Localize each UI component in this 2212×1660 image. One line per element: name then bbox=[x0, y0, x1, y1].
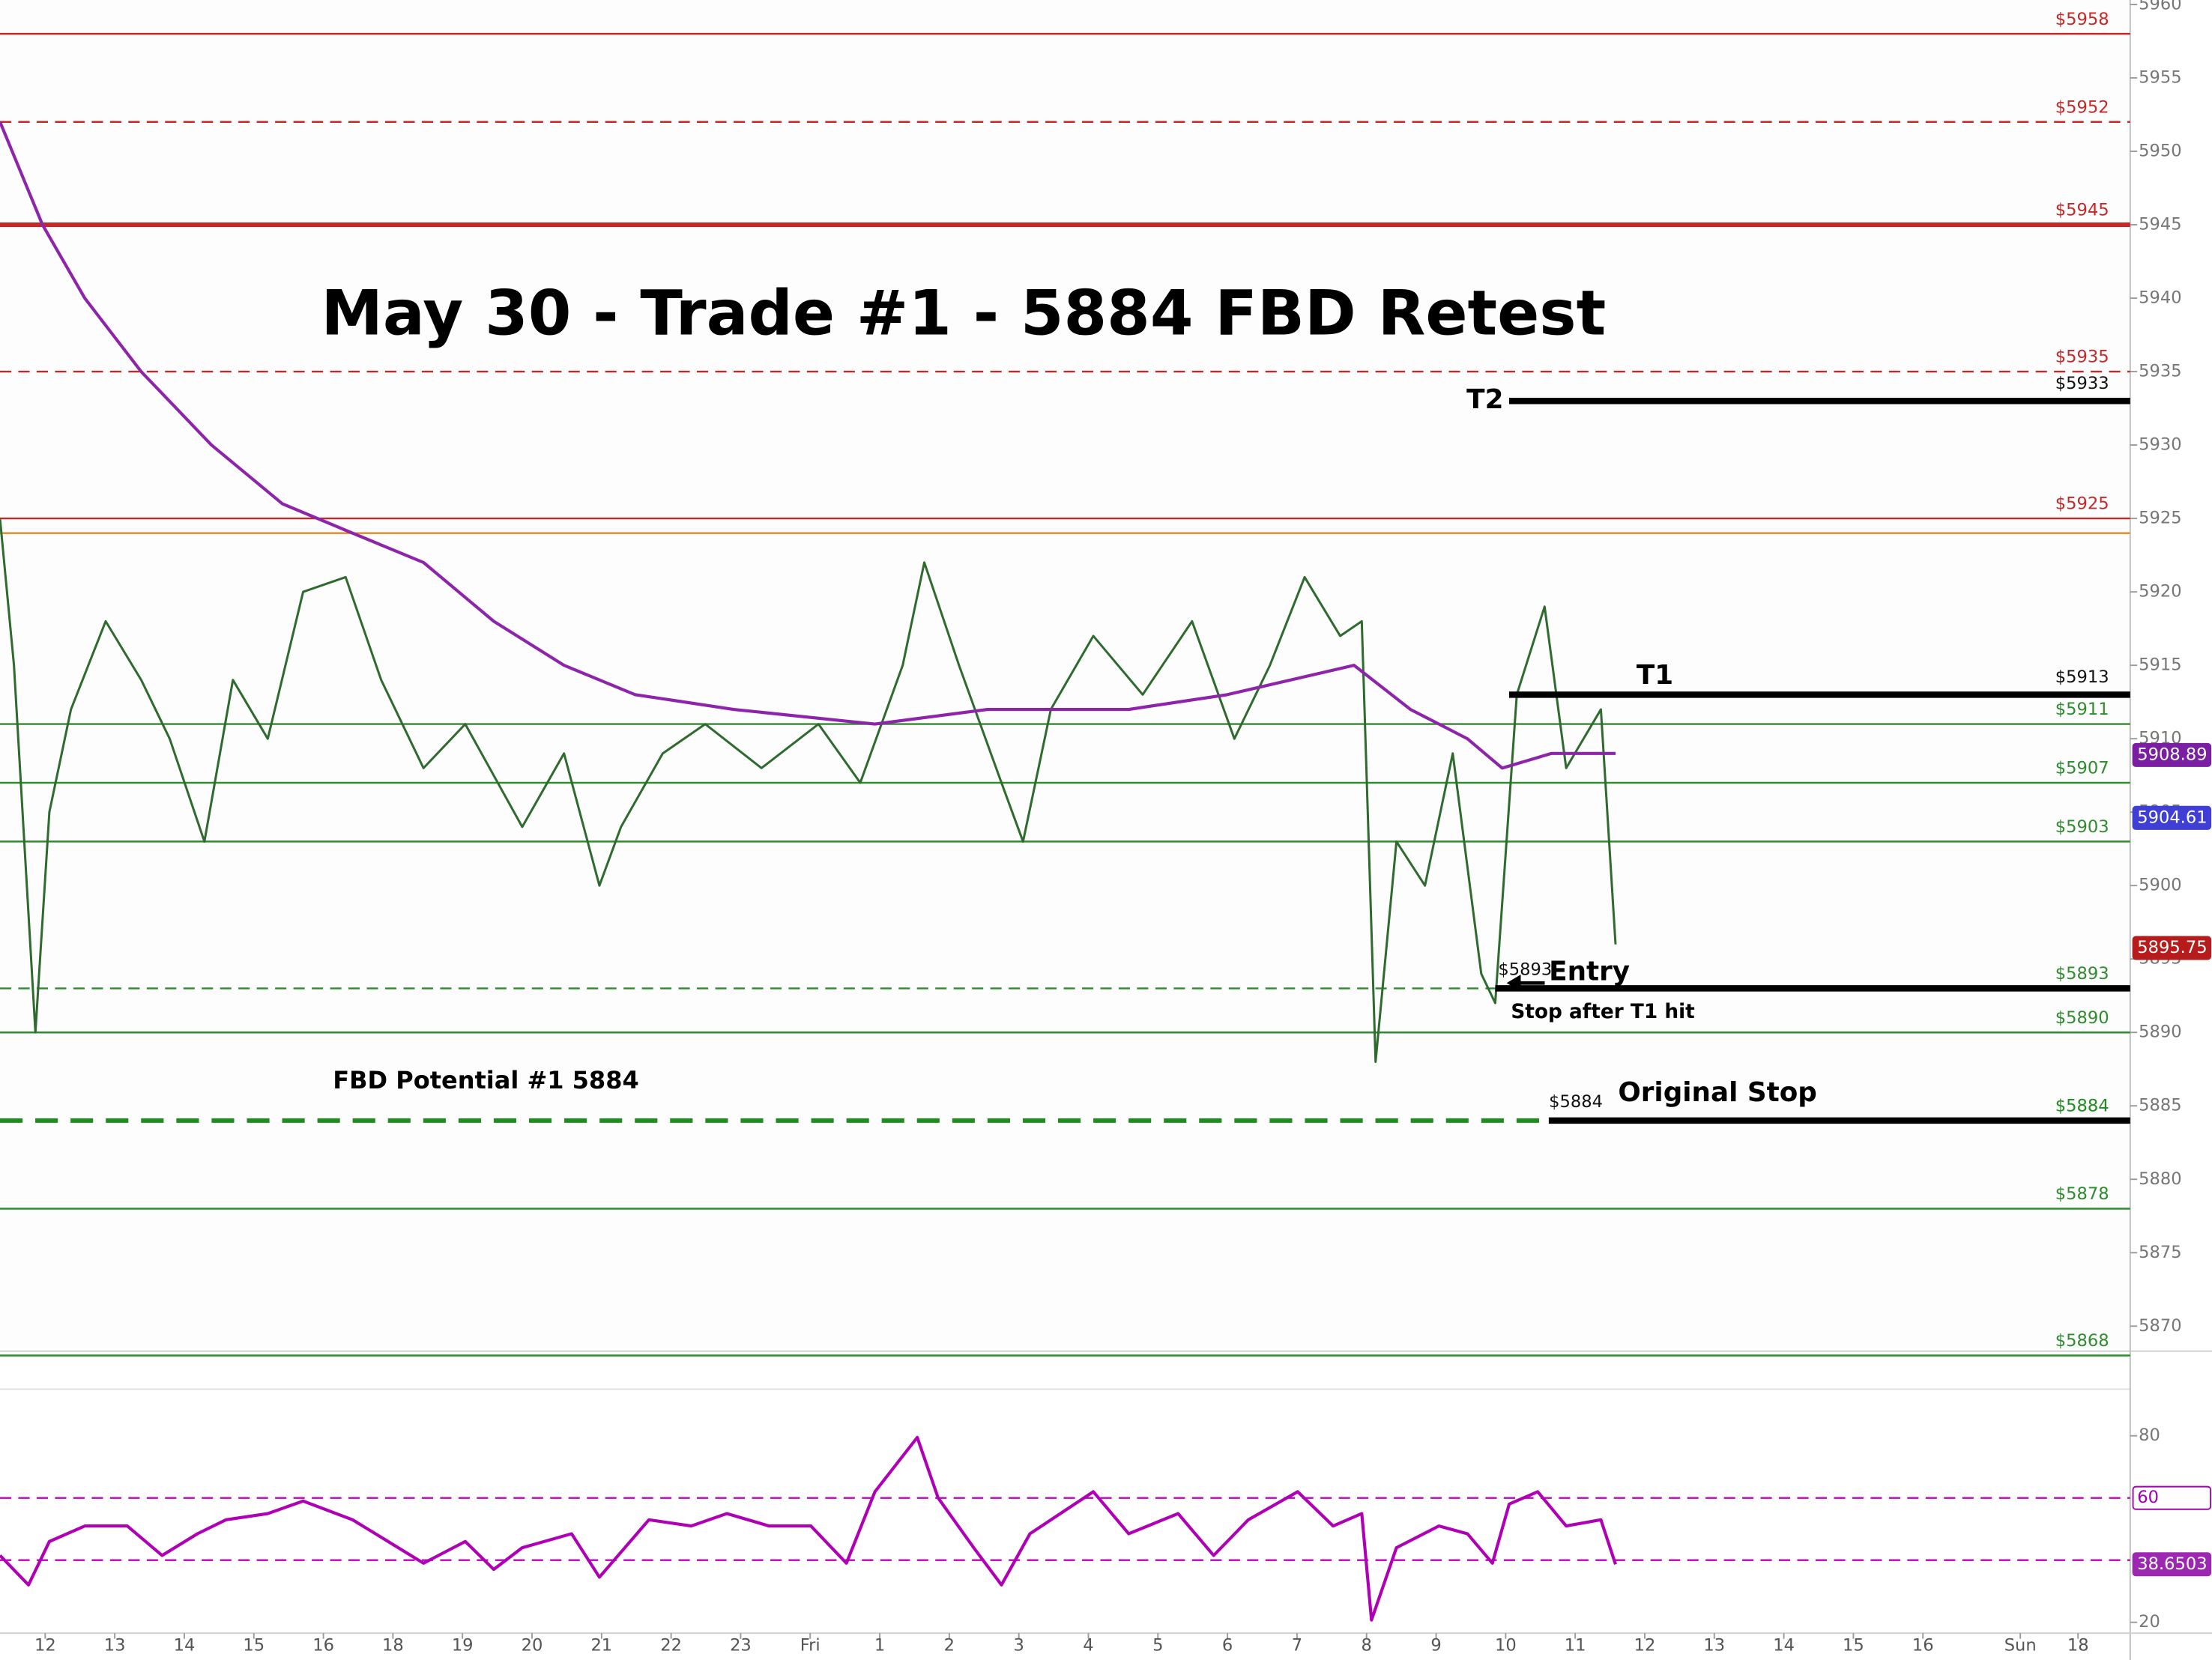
trade-note: Stop after T1 hit bbox=[1511, 1001, 1694, 1023]
price-marker bbox=[2132, 1485, 2212, 1510]
y-tick-label: 5885 bbox=[2139, 1096, 2181, 1115]
x-tick-label: 3 bbox=[1013, 1636, 1024, 1656]
trade-tag: $5893 bbox=[1498, 960, 1552, 979]
x-tick-label: 8 bbox=[1362, 1636, 1372, 1656]
price-marker bbox=[2132, 742, 2212, 767]
trade-label: Entry bbox=[1549, 957, 1630, 987]
x-tick-label: 2 bbox=[944, 1636, 955, 1656]
x-tick-label: 4 bbox=[1083, 1636, 1093, 1656]
x-tick-label: 15 bbox=[243, 1636, 265, 1656]
x-tick-label: 9 bbox=[1430, 1636, 1441, 1656]
x-tick-label: 22 bbox=[660, 1636, 682, 1656]
x-tick-label: 14 bbox=[1773, 1636, 1795, 1656]
y-tick-label: 5870 bbox=[2139, 1316, 2181, 1336]
level-label: $5878 bbox=[2055, 1184, 2109, 1204]
x-tick-label: 21 bbox=[590, 1636, 612, 1656]
x-tick-label: Sun bbox=[2004, 1636, 2037, 1656]
x-tick-label: 23 bbox=[730, 1636, 752, 1656]
series-line bbox=[0, 121, 1616, 770]
level-label: $5911 bbox=[2055, 700, 2109, 719]
x-tick-label: 12 bbox=[34, 1636, 56, 1656]
annotation: FBD Potential #1 5884 bbox=[333, 1066, 638, 1094]
x-tick-label: 16 bbox=[1912, 1636, 1934, 1656]
x-tick-label: 5 bbox=[1152, 1636, 1163, 1656]
y-tick-label: 5920 bbox=[2139, 582, 2181, 602]
y-tick-label: 5955 bbox=[2139, 67, 2181, 87]
entry-arrow bbox=[1506, 974, 1545, 992]
x-tick-label: 10 bbox=[1495, 1636, 1517, 1656]
x-tick-label: 18 bbox=[382, 1636, 404, 1656]
price-marker bbox=[2132, 936, 2212, 960]
price-marker bbox=[2132, 1552, 2212, 1577]
trade-tag: $5884 bbox=[1549, 1092, 1603, 1112]
y-tick-label: 20 bbox=[2139, 1612, 2160, 1632]
x-tick-label: 16 bbox=[312, 1636, 334, 1656]
series-line bbox=[0, 1435, 1617, 1622]
y-tick-label: 5875 bbox=[2139, 1243, 2181, 1262]
level-label: $5935 bbox=[2055, 348, 2109, 367]
y-tick-label: 5925 bbox=[2139, 509, 2181, 528]
y-tick-label: 5950 bbox=[2139, 141, 2181, 160]
y-tick-label: 5890 bbox=[2139, 1023, 2181, 1042]
x-tick-label: 20 bbox=[522, 1636, 543, 1656]
x-tick-label: 14 bbox=[174, 1636, 196, 1656]
arrow-head bbox=[1506, 974, 1521, 992]
x-tick-label: 12 bbox=[1634, 1636, 1656, 1656]
x-tick-label: 18 bbox=[2067, 1636, 2089, 1656]
x-tick-label: 6 bbox=[1222, 1636, 1233, 1656]
price-marker-label: 38.6503 bbox=[2137, 1554, 2207, 1574]
y-tick-label: 5940 bbox=[2139, 288, 2181, 308]
chart-title: May 30 - Trade #1 - 5884 FBD Retest bbox=[321, 277, 1606, 350]
y-tick-label: 5935 bbox=[2139, 362, 2181, 381]
y-tick-label: 5915 bbox=[2139, 655, 2181, 675]
x-tick-label: 7 bbox=[1292, 1636, 1302, 1656]
price-marker-label: 5904.61 bbox=[2137, 808, 2207, 827]
x-tick-label: 13 bbox=[1703, 1636, 1725, 1656]
y-tick-label: 5960 bbox=[2139, 0, 2181, 13]
x-tick-label: Fri bbox=[800, 1636, 821, 1656]
level-label: $5890 bbox=[2055, 1008, 2109, 1028]
level-label: $5945 bbox=[2055, 201, 2109, 220]
level-label: $5925 bbox=[2055, 494, 2109, 514]
level-label: $5884 bbox=[2055, 1097, 2109, 1116]
x-tick-label: 13 bbox=[104, 1636, 126, 1656]
y-tick-label: 5900 bbox=[2139, 876, 2181, 895]
x-tick-label: 19 bbox=[452, 1636, 474, 1656]
trade-label: T1 bbox=[1637, 660, 1673, 691]
x-tick-label: 15 bbox=[1843, 1636, 1864, 1656]
level-label: $5868 bbox=[2055, 1331, 2109, 1351]
trade-label: Original Stop bbox=[1618, 1077, 1817, 1108]
y-tick-label: 80 bbox=[2139, 1426, 2160, 1445]
price-marker bbox=[2132, 805, 2212, 830]
level-label: $5958 bbox=[2055, 10, 2109, 29]
y-tick-label: 5930 bbox=[2139, 435, 2181, 455]
trade-tag: $5933 bbox=[2055, 374, 2109, 393]
level-label: $5952 bbox=[2055, 97, 2109, 117]
level-label: $5907 bbox=[2055, 759, 2109, 778]
price-marker-label: 60 bbox=[2137, 1488, 2159, 1507]
level-label: $5893 bbox=[2055, 964, 2109, 984]
level-label: $5903 bbox=[2055, 817, 2109, 837]
price-marker-label: 5895.75 bbox=[2137, 938, 2207, 957]
trade-label: T2 bbox=[1466, 384, 1503, 415]
x-tick-label: 11 bbox=[1565, 1636, 1586, 1656]
price-marker-label: 5908.89 bbox=[2137, 745, 2207, 764]
price-pane bbox=[0, 0, 2130, 1351]
trade-tag: $5913 bbox=[2055, 667, 2109, 687]
x-tick-label: 1 bbox=[874, 1636, 885, 1656]
y-tick-label: 5880 bbox=[2139, 1169, 2181, 1189]
y-tick-label: 5945 bbox=[2139, 215, 2181, 234]
